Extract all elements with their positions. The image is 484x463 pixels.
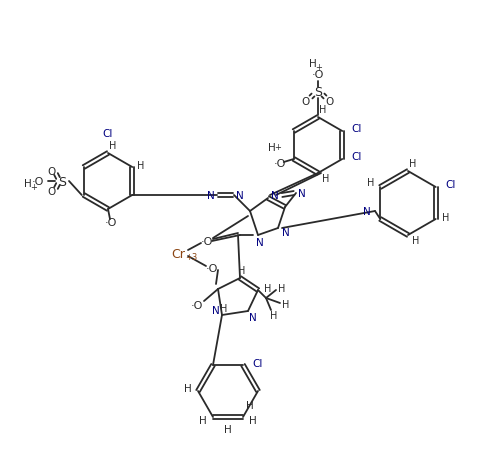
Text: N: N	[236, 191, 243, 200]
Text: H: H	[109, 141, 117, 150]
Text: ·O: ·O	[205, 263, 218, 274]
Text: O: O	[325, 97, 333, 107]
Text: +: +	[315, 63, 322, 71]
Text: N: N	[282, 227, 289, 238]
Text: H: H	[282, 300, 289, 309]
Text: H: H	[224, 424, 231, 434]
Text: H: H	[24, 179, 32, 188]
Text: N: N	[212, 305, 219, 315]
Text: N: N	[271, 191, 278, 200]
Text: H: H	[245, 400, 253, 410]
Text: Cr: Cr	[171, 247, 184, 260]
Text: N: N	[298, 188, 305, 199]
Text: H: H	[408, 159, 416, 169]
Text: S: S	[313, 85, 321, 98]
Text: ·O: ·O	[273, 159, 286, 169]
Text: H: H	[318, 105, 326, 115]
Text: H: H	[278, 283, 285, 294]
Text: H: H	[270, 310, 277, 320]
Text: H: H	[136, 161, 144, 171]
Text: +: +	[274, 143, 281, 152]
Text: S: S	[58, 175, 66, 188]
Text: Cl: Cl	[252, 358, 263, 368]
Text: Cl: Cl	[350, 124, 361, 134]
Text: +3: +3	[184, 253, 197, 262]
Text: O: O	[48, 167, 56, 176]
Text: H: H	[322, 174, 329, 184]
Text: N: N	[363, 206, 370, 217]
Text: H: H	[366, 178, 373, 188]
Text: H: H	[238, 265, 245, 275]
Text: H: H	[264, 283, 271, 294]
Text: O: O	[301, 97, 309, 107]
Text: H: H	[267, 143, 275, 153]
Text: ·O: ·O	[311, 70, 323, 80]
Text: Cl: Cl	[350, 152, 361, 162]
Text: ·O: ·O	[200, 237, 213, 246]
Text: H: H	[220, 303, 227, 313]
Text: ·O: ·O	[190, 300, 203, 310]
Text: +: +	[30, 182, 37, 191]
Text: Cl: Cl	[445, 180, 455, 189]
Text: H: H	[249, 415, 257, 425]
Text: H: H	[184, 383, 192, 393]
Text: N: N	[256, 238, 263, 247]
Text: ·O: ·O	[105, 218, 117, 227]
Text: H: H	[411, 236, 419, 245]
Text: H: H	[441, 213, 449, 223]
Text: ·O: ·O	[32, 176, 44, 187]
Text: N: N	[207, 191, 214, 200]
Text: H: H	[199, 415, 207, 425]
Text: O: O	[48, 187, 56, 197]
Text: Cl: Cl	[103, 129, 113, 139]
Text: H: H	[308, 59, 316, 69]
Text: N: N	[249, 313, 257, 322]
